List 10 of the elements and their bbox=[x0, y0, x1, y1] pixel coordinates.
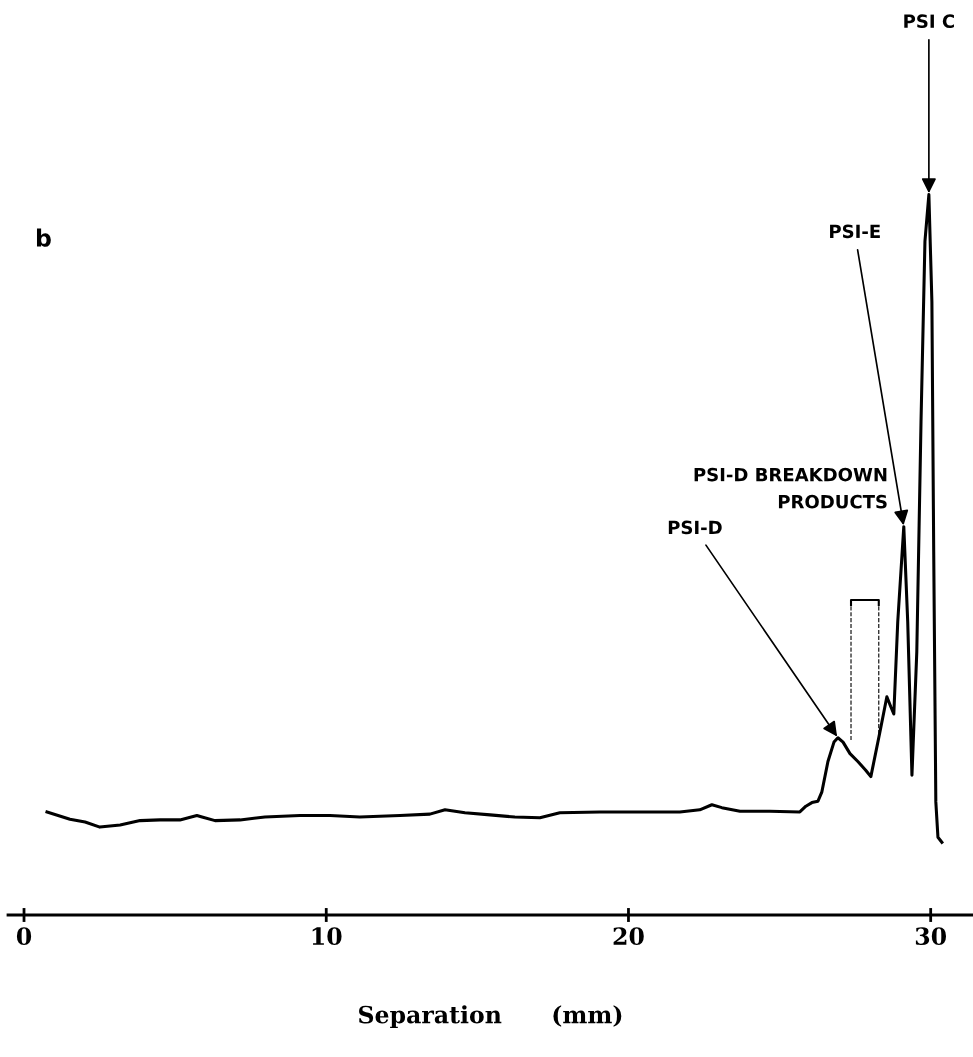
annotation: b bbox=[36, 228, 51, 247]
x-axis-title: Separation (mm) bbox=[359, 1005, 622, 1029]
annotation: PSI-D BREAKDOWN PRODUCTS bbox=[694, 467, 887, 509]
x-tick-label: 10 bbox=[312, 927, 342, 946]
x-tick-label: 30 bbox=[915, 927, 947, 946]
x-tick-label: 20 bbox=[613, 927, 644, 946]
annotation: PSI-D bbox=[668, 520, 722, 535]
annotation: PSI-E bbox=[830, 224, 880, 239]
x-tick-label: 0 bbox=[16, 927, 32, 946]
annotation: PSI C bbox=[904, 14, 954, 29]
